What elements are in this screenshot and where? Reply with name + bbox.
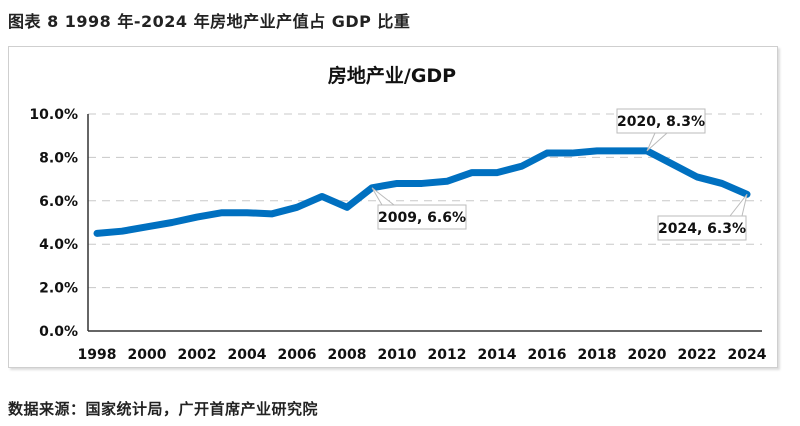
data-point [295,205,299,209]
x-tick-label: 2000 [128,347,167,363]
x-tick-label: 2018 [578,347,617,363]
chart-title: 房地产业/GDP [328,64,456,87]
data-point [170,221,174,224]
data-point [120,229,124,233]
callout-box [377,204,467,230]
figure-caption: 图表 8 1998 年-2024 年房地产业产值占 GDP 比重 [8,12,411,31]
data-label-text: 2024, 6.3% [658,221,746,237]
y-tick-label: 2.0% [39,281,78,297]
callout-pointer [646,132,669,152]
callout-pointer [728,193,748,217]
data-point [695,175,699,179]
chart-frame [8,46,778,368]
x-tick-label: 2020 [628,347,667,363]
x-tick-label: 2012 [428,347,467,363]
callout-box [657,215,747,241]
y-tick-label: 6.0% [39,194,78,210]
x-tick-label: 2006 [278,347,317,363]
x-tick-label: 2004 [228,347,267,363]
x-tick-label: 2016 [528,347,567,363]
x-tick-label: 2008 [328,347,367,363]
data-point [470,171,474,175]
data-point [420,181,424,185]
data-point [495,171,499,175]
data-label-text: 2020, 8.3% [617,114,705,130]
data-point [570,151,574,155]
x-tick-label: 2022 [678,347,717,363]
data-point [545,151,549,155]
data-point [245,211,249,215]
data-point [320,194,324,198]
data-label-text: 2009, 6.6% [378,210,466,226]
x-tick-label: 2010 [378,347,417,363]
x-tick-label: 2014 [478,347,517,363]
data-point [720,181,724,185]
data-point [95,231,99,235]
data-label: 2024, 6.3% [657,193,748,241]
x-tick-label: 2024 [728,347,767,363]
y-tick-label: 4.0% [39,237,78,253]
y-tick-label: 0.0% [39,324,78,340]
data-point [445,179,449,183]
data-point [595,149,599,153]
callout-pointer [371,187,396,206]
data-point [270,212,274,216]
data-point [670,162,674,166]
x-tick-label: 1998 [78,347,117,363]
callout-box [616,108,706,134]
y-tick-label: 10.0% [29,107,78,123]
source-note: 数据来源：国家统计局，广开首席产业研究院 [8,400,319,418]
x-tick-label: 2002 [178,347,217,363]
data-point [195,215,199,219]
data-point [620,149,624,153]
data-point [395,181,399,185]
data-point [145,225,149,229]
data-label: 2009, 6.6% [371,187,467,230]
data-label: 2020, 8.3% [616,108,706,152]
data-point [220,211,224,215]
data-point [345,205,349,209]
y-tick-label: 8.0% [39,150,78,166]
data-point [520,164,524,168]
